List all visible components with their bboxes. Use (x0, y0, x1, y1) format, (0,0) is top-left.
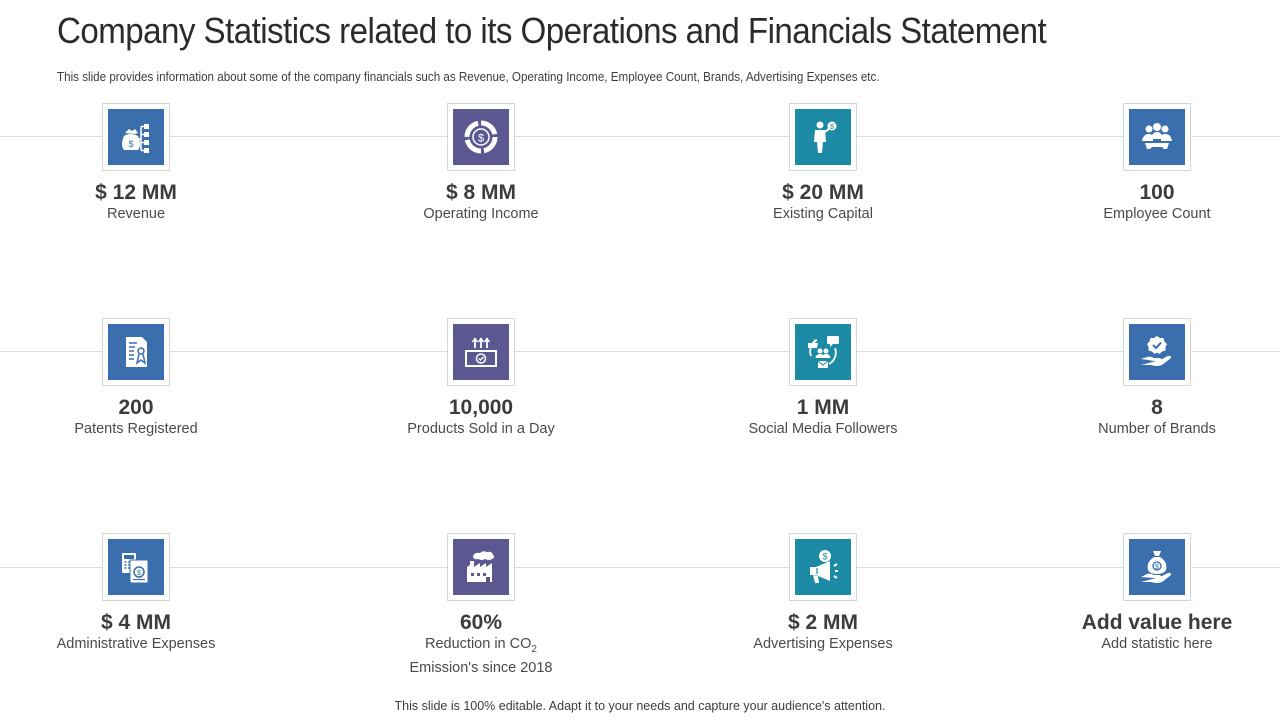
stat-label: Social Media Followers (748, 421, 898, 437)
svg-text:$: $ (128, 139, 133, 149)
stat-operating-income: $ $ 8 MM Operating Income (361, 103, 601, 224)
social-network-icon (795, 324, 851, 380)
calculator-bill-icon: $ (108, 539, 164, 595)
stat-co2-reduction: 60% Reduction in CO2 Emission's since 20… (361, 533, 601, 678)
stat-revenue: $ $ 12 MM Revenue (16, 103, 256, 224)
stat-label: Advertising Expenses (753, 636, 893, 652)
stat-label: Revenue (106, 206, 166, 222)
stat-value: 10,000 (448, 396, 514, 419)
stat-social-media-followers: 1 MM Social Media Followers (703, 318, 943, 439)
factory-emission-icon (453, 539, 509, 595)
stat-label-line1: Reduction in CO2 (361, 635, 601, 659)
hand-badge-icon (1129, 324, 1185, 380)
megaphone-dollar-icon: $ (795, 539, 851, 595)
stat-label: Number of Brands (1098, 421, 1216, 437)
stat-advertising-expenses: $ $ 2 MM Advertising Expenses (703, 533, 943, 654)
stat-value: $ 2 MM (787, 611, 858, 634)
stat-existing-capital: $ $ 20 MM Existing Capital (703, 103, 943, 224)
svg-text:$: $ (822, 552, 827, 562)
svg-text:$: $ (478, 133, 484, 145)
stat-value: 100 (1139, 181, 1175, 204)
stat-value: $ 4 MM (100, 611, 171, 634)
slide-footer: This slide is 100% editable. Adapt it to… (394, 699, 886, 713)
stat-products-sold: 10,000 Products Sold in a Day (361, 318, 601, 439)
row-divider-1 (0, 136, 1280, 137)
stat-administrative-expenses: $ $ 4 MM Administrative Expenses (16, 533, 256, 654)
stat-value: 60% (459, 611, 503, 634)
stat-number-of-brands: 8 Number of Brands (1037, 318, 1277, 439)
svg-text:$: $ (137, 570, 141, 577)
stat-value: 8 (1151, 396, 1163, 419)
stat-value: 1 MM (796, 396, 850, 419)
stat-label: Operating Income (423, 206, 539, 222)
stat-value: $ 8 MM (445, 181, 516, 204)
hand-money-bag-icon: $ (1129, 539, 1185, 595)
stat-value: $ 20 MM (782, 181, 864, 204)
slide-subtitle: This slide provides information about so… (57, 70, 880, 84)
stat-label: Patents Registered (74, 421, 198, 437)
stat-label: Products Sold in a Day (407, 421, 555, 437)
dollar-cycle-icon: $ (453, 109, 509, 165)
co2-subscript: 2 (531, 643, 537, 655)
stat-label: Existing Capital (773, 206, 873, 222)
money-bag-flowchart-icon: $ (108, 109, 164, 165)
row-divider-2 (0, 351, 1280, 352)
team-gear-icon (1129, 109, 1185, 165)
row-divider-3 (0, 567, 1280, 568)
stat-patents-registered: 200 Patents Registered (16, 318, 256, 439)
slide-title: Company Statistics related to its Operat… (57, 10, 1047, 51)
businessman-dollar-icon: $ (795, 109, 851, 165)
co2-label-text: Reduction in CO (425, 636, 532, 652)
stat-add-value: $ Add value here Add statistic here (1037, 533, 1277, 654)
svg-text:$: $ (830, 124, 834, 131)
stat-label: Add statistic here (1101, 636, 1213, 652)
stat-value: $ 12 MM (95, 181, 177, 204)
product-box-icon (453, 324, 509, 380)
patent-document-icon (108, 324, 164, 380)
stat-value: Add value here (1081, 611, 1233, 634)
stat-value: 200 (118, 396, 154, 419)
stat-label-line2: Emission's since 2018 (409, 659, 553, 676)
stat-label: Administrative Expenses (56, 636, 216, 652)
stat-employee-count: 100 Employee Count (1037, 103, 1277, 224)
stat-label: Employee Count (1103, 206, 1211, 222)
svg-text:$: $ (1155, 564, 1159, 571)
